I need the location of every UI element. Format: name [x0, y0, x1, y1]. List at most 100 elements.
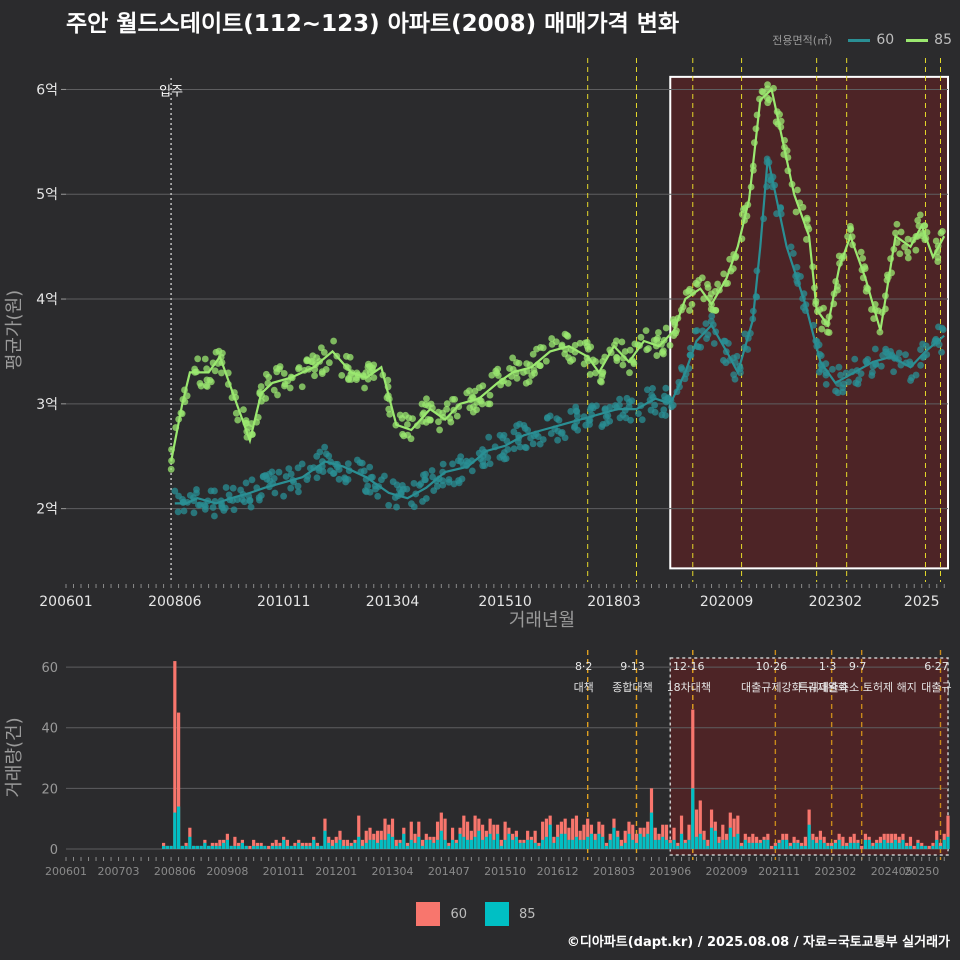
series-line-85 — [170, 87, 946, 462]
scatter-point — [914, 216, 922, 224]
bar-85 — [788, 845, 792, 849]
scatter-point — [327, 467, 334, 475]
scatter-point — [494, 372, 502, 379]
bar-60 — [935, 830, 939, 849]
bar-60 — [586, 818, 590, 849]
move-in-label: 입주 — [159, 84, 183, 99]
scatter-point — [311, 372, 318, 380]
bar-85 — [481, 839, 485, 849]
scatter-point — [897, 228, 905, 236]
scatter-point — [720, 356, 727, 364]
scatter-point — [407, 435, 415, 443]
scatter-point — [468, 393, 476, 401]
bar-60 — [672, 827, 676, 849]
bar-60 — [702, 830, 706, 849]
scatter-point — [704, 280, 711, 288]
scatter-point — [246, 496, 254, 504]
scatter-point — [902, 351, 909, 359]
legend-swatch-label-85: 85 — [519, 906, 536, 922]
scatter-point — [179, 496, 186, 503]
bar-60 — [420, 839, 425, 849]
bar-85 — [946, 836, 950, 849]
scatter-point — [370, 374, 378, 382]
scatter-point — [626, 346, 634, 354]
bar-85 — [319, 845, 323, 849]
scatter-point — [939, 228, 946, 235]
bar-85 — [180, 845, 184, 849]
scatter-point — [682, 289, 690, 296]
scatter-point — [218, 369, 225, 377]
scatter-point — [516, 443, 524, 451]
scatter-point — [616, 401, 623, 409]
scatter-point — [697, 343, 705, 351]
bar-85 — [387, 833, 391, 849]
bar-85 — [417, 836, 421, 849]
scatter-point — [627, 416, 634, 424]
scatter-point — [650, 336, 658, 344]
scatter-point — [932, 237, 940, 245]
scatter-point — [439, 481, 447, 489]
scatter-point — [171, 487, 179, 495]
bar-85 — [349, 845, 353, 849]
scatter-point — [648, 391, 656, 399]
bar-85 — [252, 845, 256, 849]
scatter-point — [242, 479, 250, 487]
volume-x-tick-label: 201803 — [593, 865, 635, 878]
volume-y-tick-label: 0 — [50, 843, 58, 858]
bar-85 — [214, 845, 218, 849]
bar-60 — [653, 827, 657, 849]
bar-85 — [394, 845, 398, 849]
scatter-point — [882, 345, 890, 353]
bar-85 — [867, 839, 871, 849]
scatter-point — [626, 398, 633, 406]
scatter-point — [835, 252, 843, 260]
scatter-point — [404, 421, 411, 428]
bar-85 — [240, 842, 244, 849]
scatter-point — [522, 379, 530, 387]
scatter-point — [758, 88, 766, 95]
scatter-point — [829, 365, 836, 373]
scatter-point — [803, 216, 811, 224]
scatter-point — [586, 370, 594, 378]
bar-85 — [518, 842, 522, 849]
scatter-point — [533, 345, 540, 353]
scatter-point — [451, 396, 459, 403]
bar-85 — [372, 839, 376, 849]
scatter-point — [285, 465, 293, 473]
bar-85 — [608, 839, 612, 849]
bar-85 — [721, 839, 725, 849]
bar-85 — [207, 845, 211, 849]
bar-85 — [368, 839, 372, 849]
bar-85 — [552, 842, 556, 849]
bar-60 — [860, 845, 864, 849]
scatter-point — [457, 458, 465, 465]
policy-label: 종합대책 — [612, 681, 652, 694]
bar-60 — [751, 833, 755, 849]
scatter-point — [904, 254, 912, 262]
bar-85 — [597, 833, 601, 849]
bar-85 — [822, 842, 826, 849]
bar-85 — [649, 812, 654, 849]
bar-85 — [559, 833, 564, 849]
scatter-point — [847, 225, 855, 233]
bar-85 — [694, 836, 699, 849]
scatter-point — [794, 186, 801, 194]
y-tick-label: 6억 — [36, 82, 58, 98]
scatter-point — [714, 280, 722, 288]
bar-60 — [574, 815, 579, 849]
scatter-point — [270, 474, 278, 482]
y-tick-label: 3억 — [36, 397, 58, 413]
scatter-point — [344, 460, 352, 468]
scatter-point — [468, 467, 476, 475]
scatter-point — [484, 454, 492, 461]
bar-85 — [218, 845, 222, 849]
bar-60 — [582, 824, 586, 849]
bar-85 — [908, 845, 913, 849]
volume-x-tick-label: 200703 — [98, 865, 140, 878]
volume-x-tick-label: 20250 — [904, 865, 939, 878]
legend-swatch-60 — [416, 902, 441, 926]
bar-60 — [852, 833, 856, 849]
scatter-point — [436, 426, 444, 434]
bar-85 — [935, 839, 939, 849]
scatter-point — [320, 349, 328, 356]
